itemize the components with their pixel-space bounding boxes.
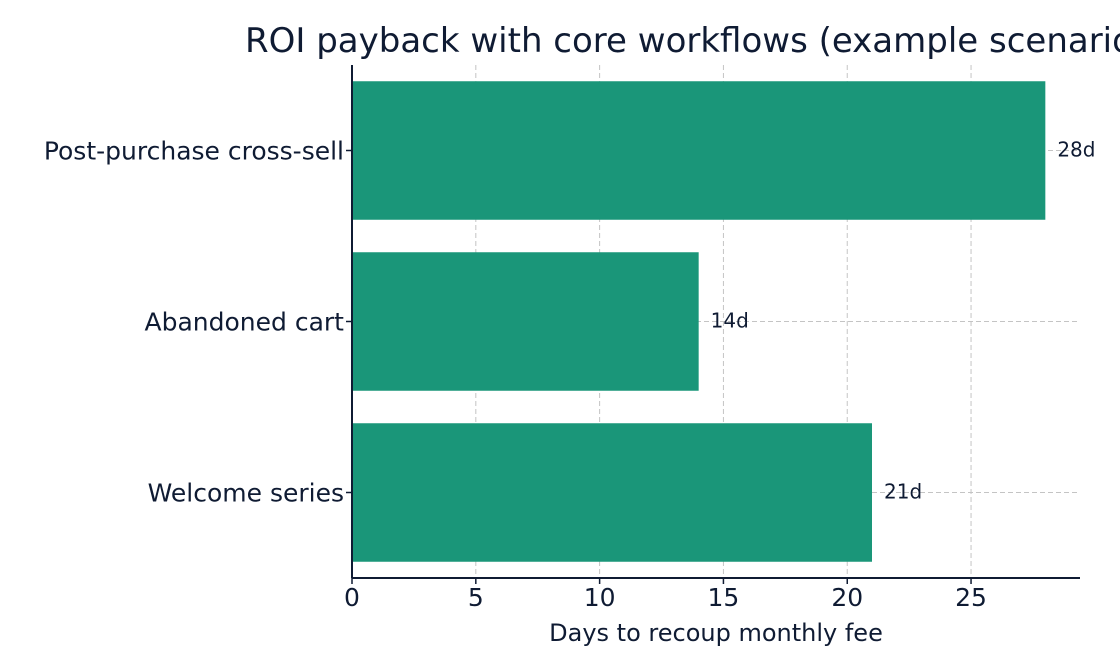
data-label: 21d bbox=[884, 480, 922, 504]
bar bbox=[352, 423, 872, 562]
axis-layer bbox=[346, 65, 1080, 584]
bar-layer bbox=[352, 81, 1046, 562]
x-tick-label: 15 bbox=[708, 583, 740, 612]
category-label: Welcome series bbox=[148, 479, 344, 508]
x-tick-label: 5 bbox=[468, 583, 484, 612]
bar bbox=[352, 252, 699, 391]
x-tick-label: 25 bbox=[955, 583, 987, 612]
x-axis-label: Days to recoup monthly fee bbox=[549, 619, 883, 647]
x-tick-label: 0 bbox=[344, 583, 360, 612]
data-label: 28d bbox=[1057, 138, 1095, 162]
category-label: Post-purchase cross-sell bbox=[44, 137, 344, 166]
bar bbox=[352, 81, 1046, 220]
x-tick-label: 20 bbox=[831, 583, 863, 612]
data-label: 14d bbox=[711, 309, 749, 333]
x-tick-label: 10 bbox=[584, 583, 616, 612]
label-layer: 0 5 10 15 20 25 Welcome series Abandoned cart Po… bbox=[44, 137, 1096, 613]
category-label: Abandoned cart bbox=[145, 308, 345, 337]
chart-title: ROI payback with core workflows (example… bbox=[245, 21, 1120, 61]
